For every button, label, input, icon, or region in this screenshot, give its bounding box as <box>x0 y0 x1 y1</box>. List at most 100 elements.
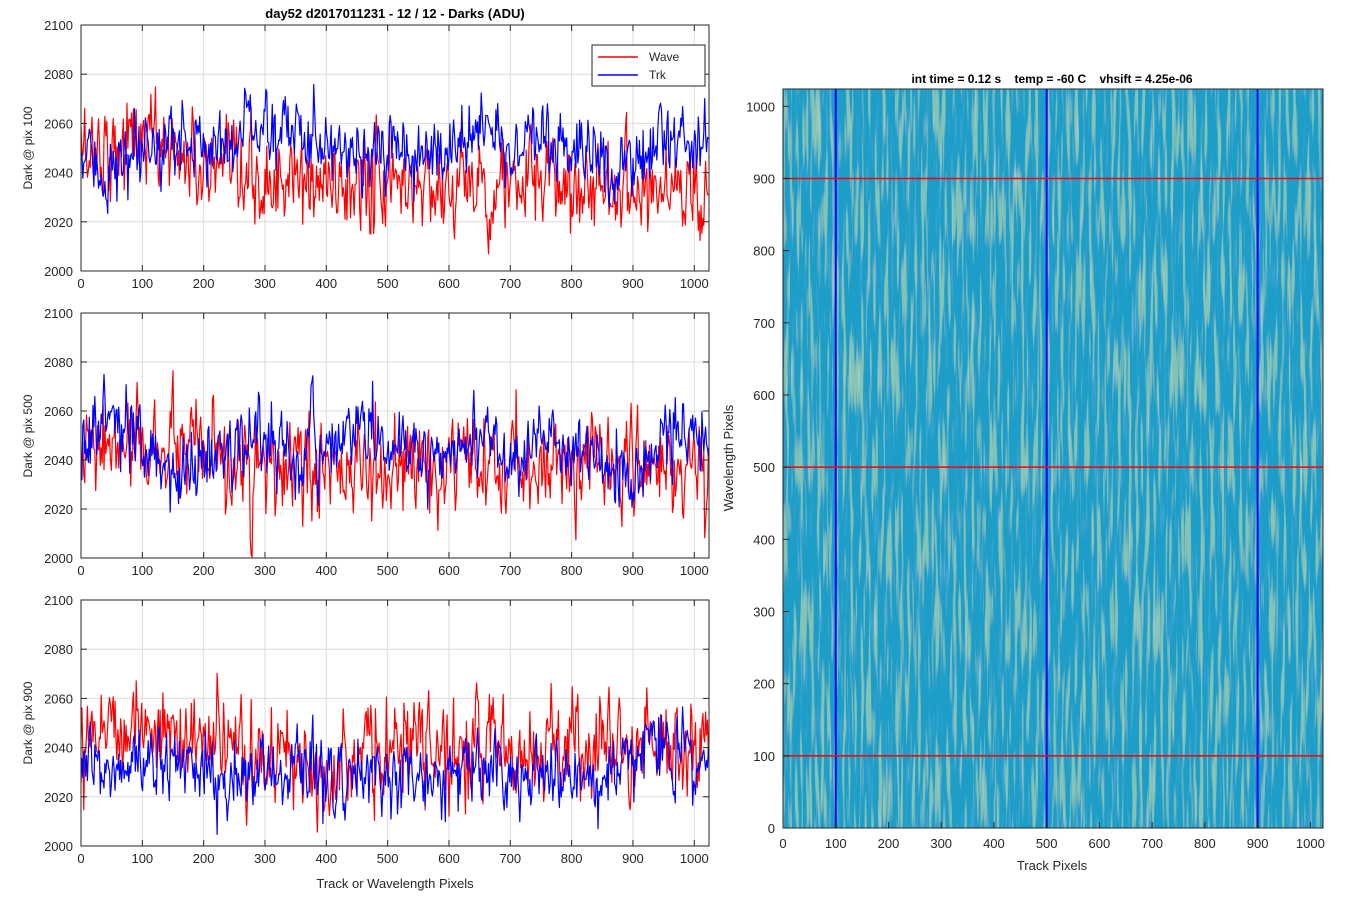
axes-box-middle <box>80 312 710 559</box>
x-tick-label: 400 <box>315 276 337 291</box>
x-tick-label: 0 <box>77 851 84 866</box>
series-line-trk <box>81 373 709 513</box>
x-tick-label: 600 <box>438 276 460 291</box>
y-tick-label: 100 <box>753 749 775 764</box>
x-tick-label: 1000 <box>680 851 709 866</box>
x-tick-label: 600 <box>438 851 460 866</box>
x-tick-label: 500 <box>1036 836 1058 851</box>
x-tick-label: 700 <box>499 276 521 291</box>
x-tick-label: 500 <box>377 851 399 866</box>
y-tick-label: 2080 <box>44 642 73 657</box>
xlabel-bottom: Track or Wavelength Pixels <box>316 876 474 891</box>
x-tick-label: 1000 <box>1296 836 1325 851</box>
y-tick-label: 300 <box>753 604 775 619</box>
series-line-wave <box>81 86 709 255</box>
x-tick-label: 400 <box>315 563 337 578</box>
x-tick-label: 900 <box>1247 836 1269 851</box>
series-line-wave <box>81 672 709 833</box>
x-tick-label: 800 <box>561 851 583 866</box>
y-tick-label: 2000 <box>44 839 73 854</box>
heatmap-ylabel: Wavelength Pixels <box>721 404 736 511</box>
y-tick-label: 2020 <box>44 790 73 805</box>
axes-box-bottom <box>80 599 710 847</box>
axes-box-top <box>80 24 710 272</box>
x-tick-label: 700 <box>1141 836 1163 851</box>
legend-label-wave: Wave <box>649 50 680 64</box>
x-tick-label: 400 <box>983 836 1005 851</box>
x-tick-label: 1000 <box>680 276 709 291</box>
x-tick-label: 400 <box>315 851 337 866</box>
y-tick-label: 2100 <box>44 593 73 608</box>
y-tick-label: 2040 <box>44 453 73 468</box>
y-tick-label: 2080 <box>44 355 73 370</box>
y-tick-label: 900 <box>753 171 775 186</box>
y-tick-label: 2080 <box>44 67 73 82</box>
x-tick-label: 500 <box>377 276 399 291</box>
x-tick-label: 0 <box>779 836 786 851</box>
x-tick-label: 300 <box>930 836 952 851</box>
heatmap-xlabel: Track Pixels <box>1017 858 1088 873</box>
line-panel-middle: 0 100 200 300 400 500 600 700 800 900 1000 2000 2020… <box>21 306 710 578</box>
x-tick-label: 200 <box>193 563 215 578</box>
y-tick-label: 2100 <box>44 18 73 33</box>
x-tick-label: 100 <box>131 563 153 578</box>
ylabel-middle: Dark @ pix 500 <box>21 394 35 477</box>
x-tick-label: 200 <box>193 276 215 291</box>
x-tick-label: 600 <box>438 563 460 578</box>
y-tick-label: 2000 <box>44 551 73 566</box>
line-panel-top: 0 100 200 300 400 500 600 700 800 900 1000 2000 2020… <box>21 18 710 291</box>
ylabel-top: Dark @ pix 100 <box>21 106 35 189</box>
legend: Wave Trk <box>591 44 706 87</box>
x-tick-label: 100 <box>825 836 847 851</box>
y-tick-label: 800 <box>753 244 775 259</box>
y-tick-label: 2000 <box>44 264 73 279</box>
x-tick-label: 100 <box>131 851 153 866</box>
legend-box <box>591 44 706 87</box>
y-tick-label: 0 <box>768 821 775 836</box>
x-tick-label: 300 <box>254 276 276 291</box>
x-tick-label: 800 <box>1194 836 1216 851</box>
line-panel-bottom: 0 100 200 300 400 500 600 700 800 900 1000 2000 2020… <box>21 593 710 891</box>
x-tick-label: 300 <box>254 851 276 866</box>
x-tick-label: 800 <box>561 563 583 578</box>
x-tick-label: 900 <box>622 276 644 291</box>
ticks-top: 0 100 200 300 400 500 600 700 800 900 1000 2000 2020… <box>44 18 709 291</box>
x-tick-label: 700 <box>499 851 521 866</box>
x-tick-label: 0 <box>77 563 84 578</box>
y-tick-label: 2060 <box>44 404 73 419</box>
x-tick-label: 600 <box>1089 836 1111 851</box>
x-tick-label: 300 <box>254 563 276 578</box>
series-line-trk <box>81 83 709 215</box>
x-tick-label: 0 <box>77 276 84 291</box>
ylabel-bottom: Dark @ pix 900 <box>21 681 35 764</box>
y-tick-label: 400 <box>753 532 775 547</box>
heatmap-ticks: 0 100 200 300 400 500 600 700 800 900 1000 0 100 200 3… <box>746 99 1325 851</box>
heatmap-dark-streaks <box>783 89 1323 828</box>
legend-label-trk: Trk <box>649 68 667 82</box>
y-tick-label: 2020 <box>44 215 73 230</box>
y-tick-label: 200 <box>753 677 775 692</box>
y-tick-label: 700 <box>753 316 775 331</box>
y-tick-label: 500 <box>753 460 775 475</box>
x-tick-label: 900 <box>622 563 644 578</box>
x-tick-label: 1000 <box>680 563 709 578</box>
heatmap-title: int time = 0.12 s temp = -60 C vhsift = … <box>911 72 1192 86</box>
heatmap-axes-box <box>782 88 1324 829</box>
figure-title: day52 d2017011231 - 12 / 12 - Darks (ADU… <box>265 6 524 21</box>
ticks-bottom: 0 100 200 300 400 500 600 700 800 900 1000 2000 2020… <box>44 593 709 866</box>
heatmap-panel: int time = 0.12 s temp = -60 C vhsift = … <box>721 72 1325 873</box>
x-tick-label: 200 <box>878 836 900 851</box>
series-line-wave <box>81 370 709 558</box>
ticks-middle: 0 100 200 300 400 500 600 700 800 900 1000 2000 2020… <box>44 306 709 578</box>
x-tick-label: 700 <box>499 563 521 578</box>
series-top <box>81 83 709 255</box>
y-tick-label: 600 <box>753 388 775 403</box>
x-tick-label: 500 <box>377 563 399 578</box>
x-tick-label: 900 <box>622 851 644 866</box>
heatmap-markers <box>783 89 1323 828</box>
y-tick-label: 2060 <box>44 691 73 706</box>
y-tick-label: 2100 <box>44 306 73 321</box>
x-tick-label: 100 <box>131 276 153 291</box>
series-middle <box>81 370 709 558</box>
